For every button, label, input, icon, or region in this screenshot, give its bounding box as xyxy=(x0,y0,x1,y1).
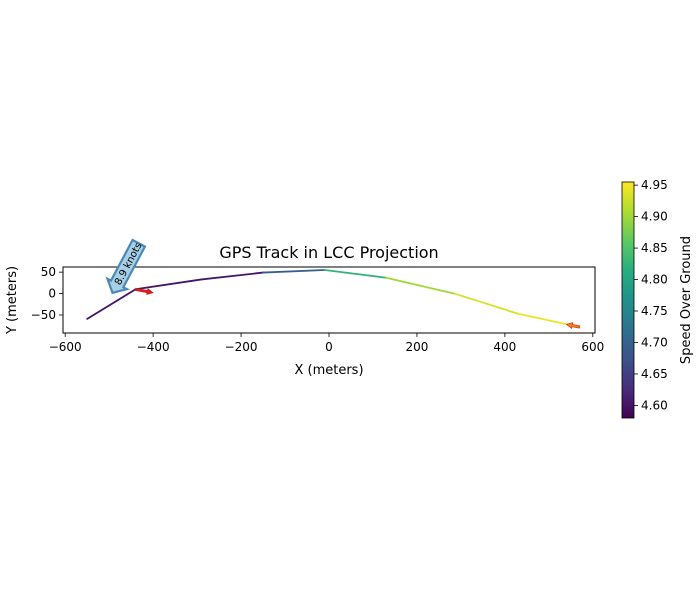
y-tick-label: 0 xyxy=(48,287,56,301)
track-segment xyxy=(385,276,456,295)
colorbar-tick-label: 4.65 xyxy=(641,367,668,381)
colorbar-label: Speed Over Ground xyxy=(679,236,694,364)
colorbar-tick-label: 4.95 xyxy=(641,178,668,192)
track-segment xyxy=(453,292,519,315)
direction-arrow xyxy=(134,287,154,295)
chart-title: GPS Track in LCC Projection xyxy=(219,243,438,262)
y-tick-label: 50 xyxy=(41,265,56,279)
x-tick-label: 200 xyxy=(405,340,428,354)
colorbar-gradient xyxy=(621,181,635,419)
colorbar-tick-label: 4.90 xyxy=(641,210,668,224)
plot-frame xyxy=(62,266,596,334)
colorbar: 4.60 4.65 4.70 4.75 4.80 4.85 4.90 4.95 Speed O… xyxy=(621,178,694,419)
annotation-arrow-box xyxy=(105,238,147,295)
x-tick-label: −600 xyxy=(49,340,82,354)
track-segment xyxy=(134,278,203,291)
colorbar-tick-label: 4.85 xyxy=(641,241,668,255)
x-tick-label: 600 xyxy=(581,340,604,354)
direction-arrow-shape xyxy=(134,287,154,295)
x-axis-label: X (meters) xyxy=(294,363,363,378)
direction-arrows xyxy=(134,287,581,330)
x-tick-label: 400 xyxy=(493,340,516,354)
colorbar-tick-label: 4.80 xyxy=(641,273,668,287)
track-segment xyxy=(323,269,388,279)
x-tick-label: −400 xyxy=(137,340,170,354)
colorbar-ticks: 4.60 4.65 4.70 4.75 4.80 4.85 4.90 4.95 xyxy=(634,178,668,412)
y-axis-ticks: −50 0 50 xyxy=(31,265,63,322)
colorbar-tick-label: 4.60 xyxy=(641,398,668,412)
y-axis-label: Y (meters) xyxy=(5,266,20,335)
x-axis-ticks: −600 −400 −200 0 200 400 600 xyxy=(49,333,604,354)
x-tick-label: −200 xyxy=(225,340,258,354)
track-segment xyxy=(262,269,326,274)
x-tick-label: 0 xyxy=(325,340,333,354)
y-tick-label: −50 xyxy=(31,308,56,322)
track-segment xyxy=(86,288,137,320)
track-axes: −600 −400 −200 0 200 400 600 −50 0 50 GPS Track … xyxy=(5,238,604,378)
track-segment xyxy=(200,271,264,281)
direction-arrow-shape xyxy=(565,322,581,330)
track-line xyxy=(86,269,581,328)
colorbar-tick-label: 4.75 xyxy=(641,304,668,318)
direction-arrow xyxy=(565,322,581,330)
colorbar-tick-label: 4.70 xyxy=(641,335,668,349)
